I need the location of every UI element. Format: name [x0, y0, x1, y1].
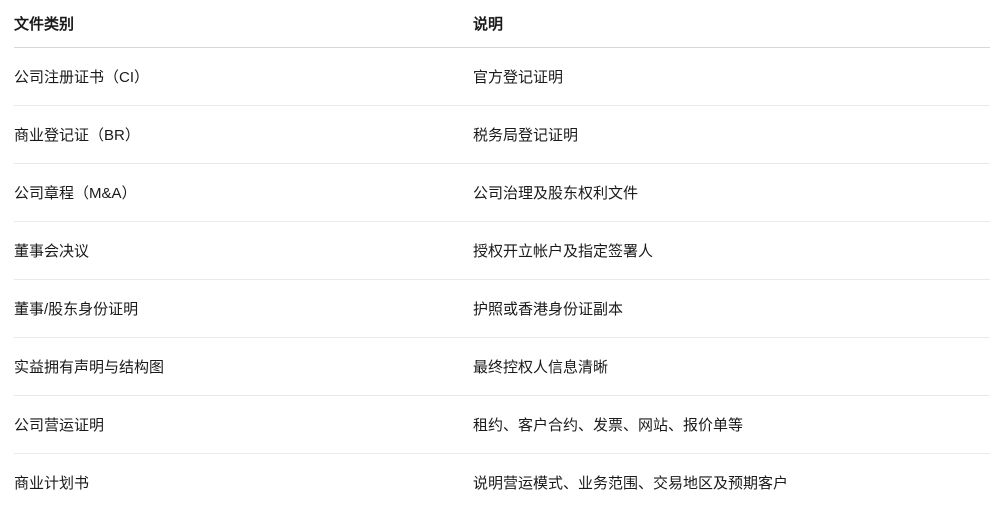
document-requirements-table: 文件类别 说明 公司注册证书（CI） 官方登记证明 商业登记证（BR） 税务局登… [14, 0, 990, 511]
table-row: 商业登记证（BR） 税务局登记证明 [14, 106, 990, 164]
category-cell: 董事会决议 [14, 243, 90, 260]
category-cell: 商业登记证（BR） [14, 127, 140, 144]
description-cell: 说明营运模式、业务范围、交易地区及预期客户 [473, 475, 789, 492]
description-cell: 租约、客户合约、发票、网站、报价单等 [473, 417, 744, 434]
table-row: 董事/股东身份证明 护照或香港身份证副本 [14, 280, 990, 338]
table-header-row: 文件类别 说明 [14, 0, 990, 48]
category-cell: 实益拥有声明与结构图 [14, 359, 165, 376]
description-cell: 官方登记证明 [473, 69, 564, 86]
table-row: 公司营运证明 租约、客户合约、发票、网站、报价单等 [14, 396, 990, 454]
description-cell: 最终控权人信息清晰 [473, 359, 609, 376]
table-row: 公司注册证书（CI） 官方登记证明 [14, 48, 990, 106]
category-cell: 商业计划书 [14, 475, 90, 492]
header-description: 说明 [473, 16, 504, 33]
table-row: 公司章程（M&A） 公司治理及股东权利文件 [14, 164, 990, 222]
table-row: 董事会决议 授权开立帐户及指定签署人 [14, 222, 990, 280]
description-cell: 护照或香港身份证副本 [473, 301, 624, 318]
category-cell: 董事/股东身份证明 [14, 301, 139, 318]
category-cell: 公司注册证书（CI） [14, 69, 150, 86]
category-cell: 公司章程（M&A） [14, 185, 137, 202]
table-row: 实益拥有声明与结构图 最终控权人信息清晰 [14, 338, 990, 396]
description-cell: 税务局登记证明 [473, 127, 579, 144]
description-cell: 公司治理及股东权利文件 [473, 185, 639, 202]
category-cell: 公司营运证明 [14, 417, 105, 434]
header-category: 文件类别 [14, 16, 75, 33]
description-cell: 授权开立帐户及指定签署人 [473, 243, 654, 260]
table-row: 商业计划书 说明营运模式、业务范围、交易地区及预期客户 [14, 454, 990, 511]
